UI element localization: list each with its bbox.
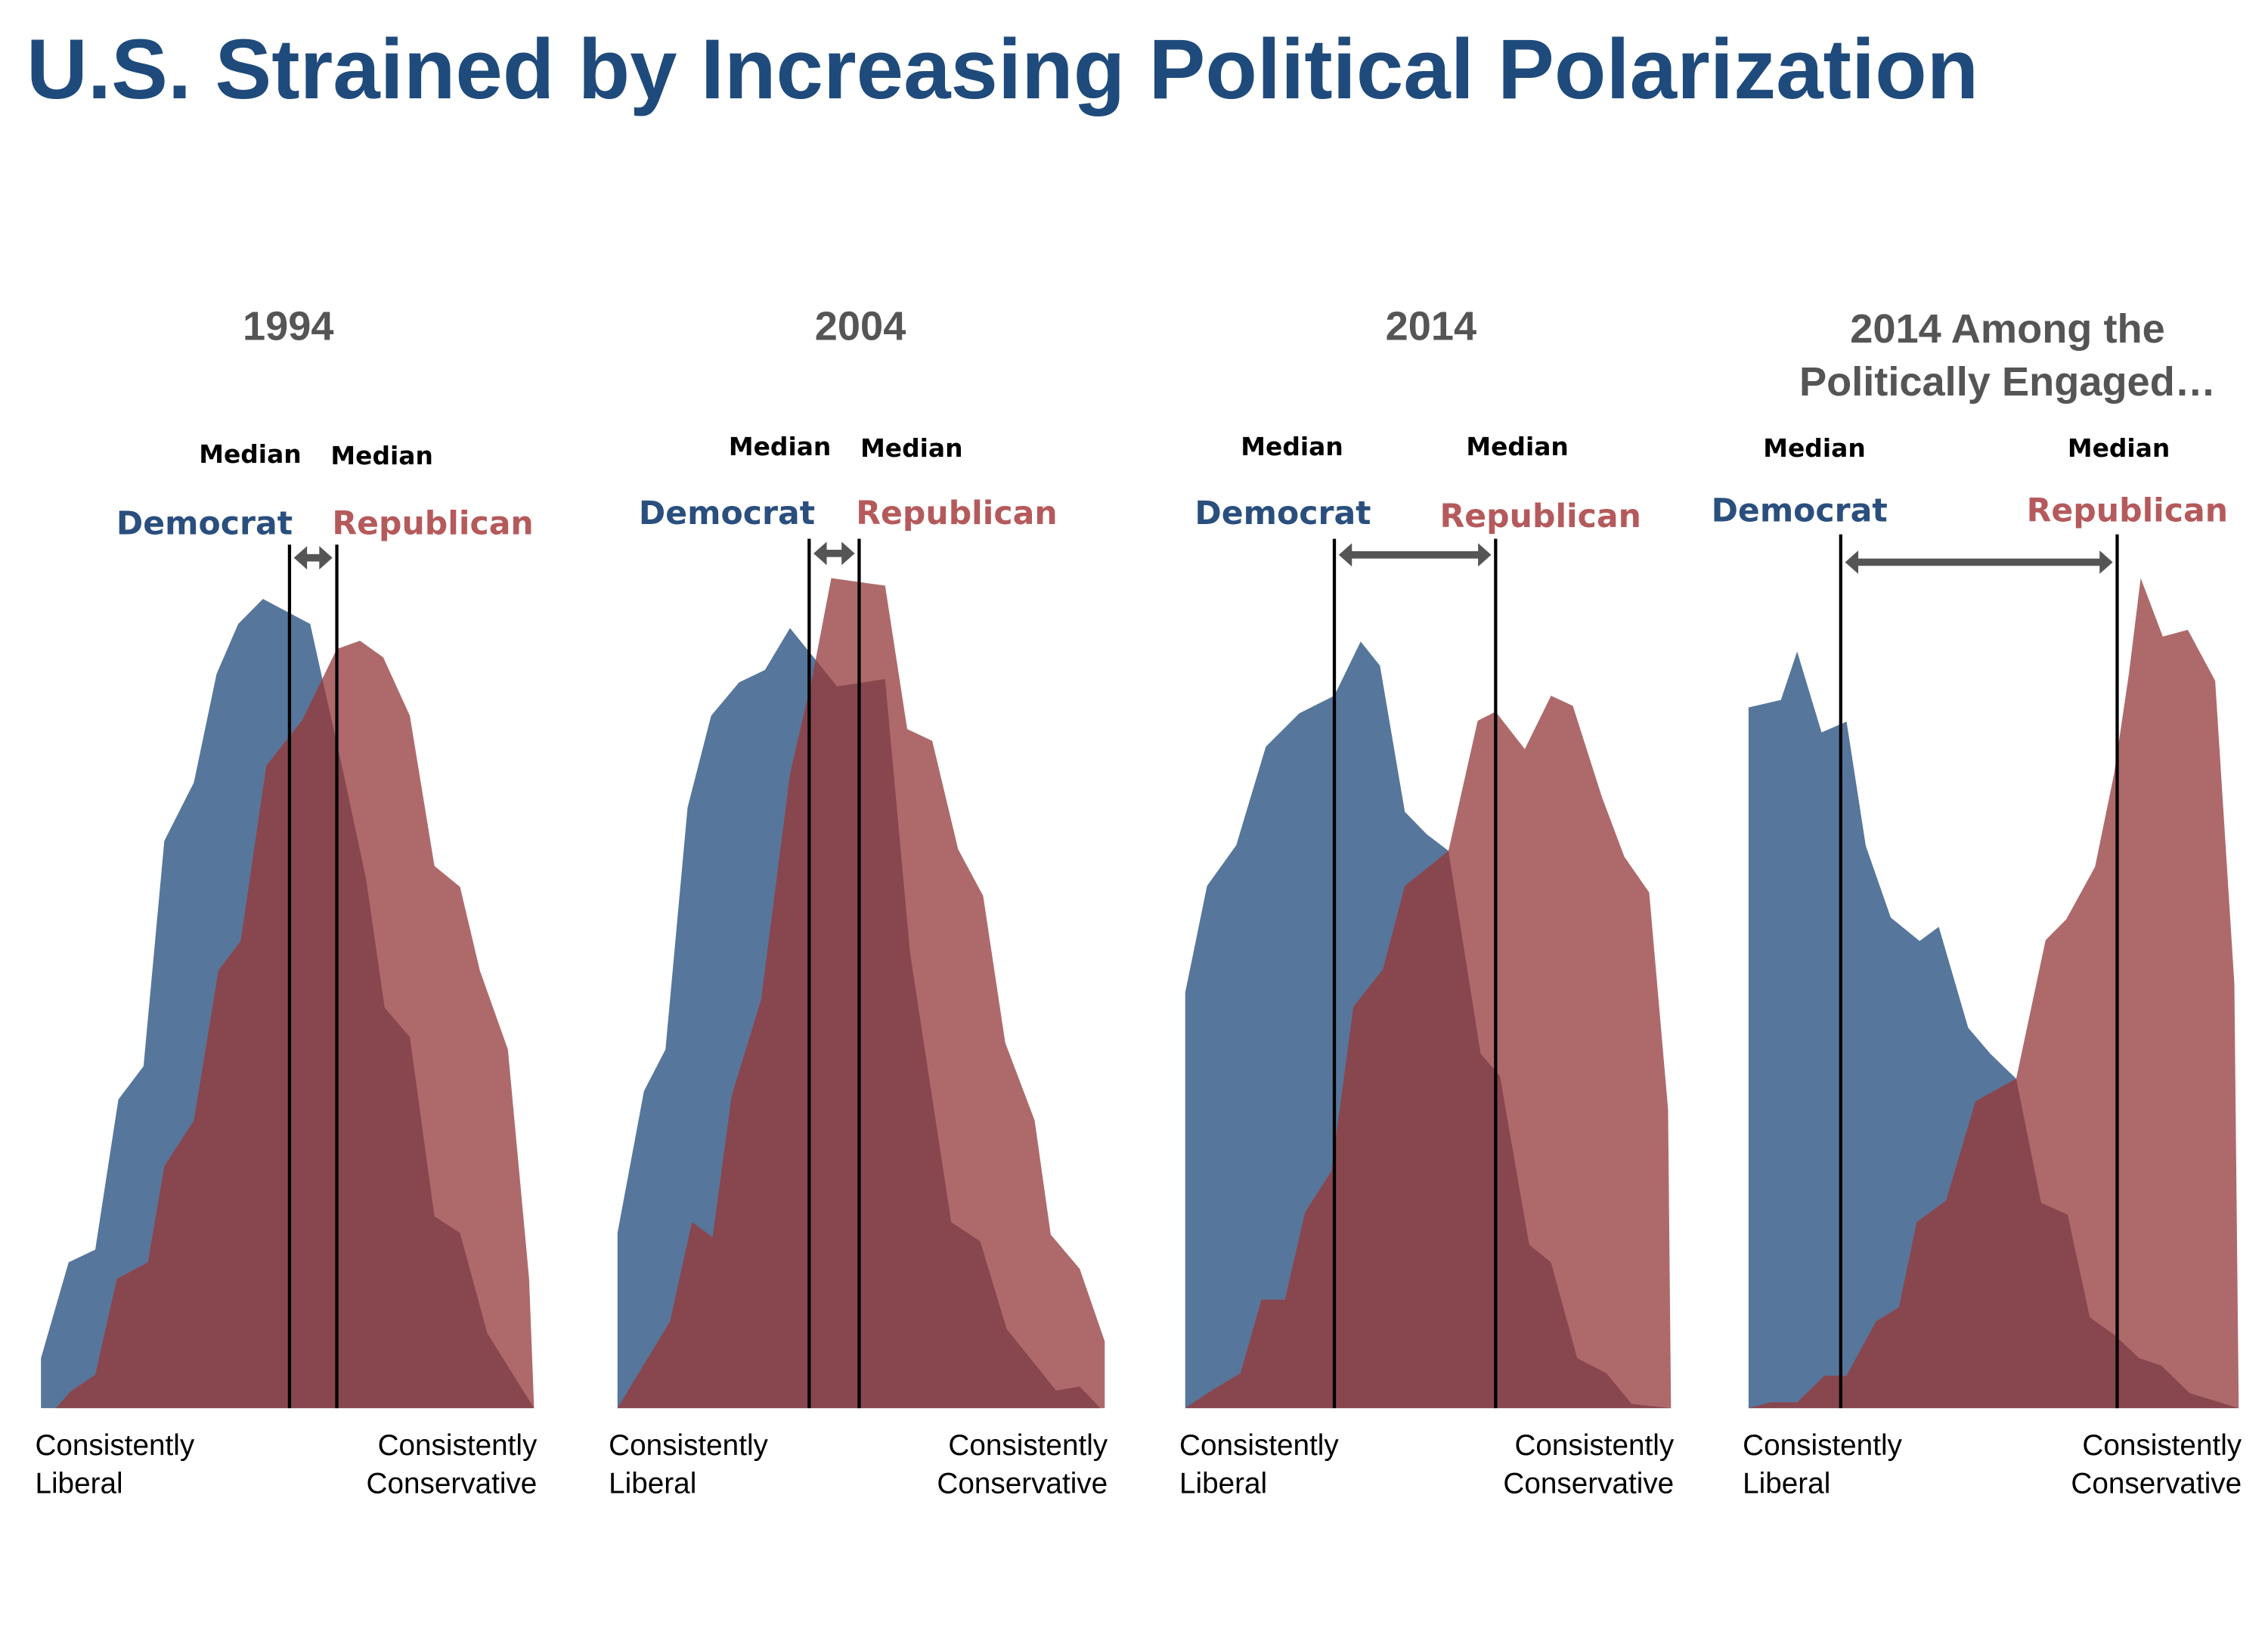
arrow-left-head (1845, 550, 1859, 574)
democrat-label: Democrat (1712, 492, 1888, 529)
axis-right-label: Conservative (937, 1467, 1108, 1500)
chart-title: U.S. Strained by Increasing Political Po… (26, 21, 1978, 116)
arrow-left-head (293, 546, 308, 570)
democrat-label: Democrat (639, 495, 815, 532)
republican-label: Republican (2027, 492, 2228, 529)
axis-right-label: Conservative (367, 1467, 538, 1500)
median-label: Median (1466, 432, 1568, 461)
axis-left-label: Liberal (609, 1467, 696, 1500)
axis-right-label: Conservative (1503, 1467, 1674, 1500)
democrat-label: Democrat (116, 505, 293, 543)
panel-title: 2014 Among the (1850, 306, 2165, 352)
republican-label: Republican (856, 495, 1057, 532)
arrow-right-head (841, 541, 855, 566)
axis-right-label: Consistently (948, 1429, 1108, 1462)
median-gap-arrow (1845, 550, 2113, 574)
median-label: Median (330, 441, 432, 470)
arrow-right-head (2099, 550, 2113, 574)
arrow-left-head (1338, 543, 1352, 567)
median-label: Median (860, 433, 962, 463)
arrow-right-head (319, 546, 333, 570)
axis-right-label: Conservative (2071, 1467, 2242, 1500)
median-label: Median (1763, 433, 1865, 463)
republican-label: Republican (1440, 498, 1641, 535)
axis-left-label: Liberal (35, 1467, 122, 1500)
panel-2: 2014 Median Median Democrat Republican Consis… (1179, 303, 1675, 1500)
median-label: Median (729, 432, 831, 461)
panel-title: 2014 (1386, 303, 1477, 349)
median-gap-arrow (813, 541, 855, 566)
panel-title: Politically Engaged… (1799, 359, 2216, 405)
panel-0: 1994 Median Median Democrat Republican Consis… (35, 303, 538, 1500)
axis-left-label: Consistently (609, 1429, 768, 1462)
axis-left-label: Consistently (1743, 1429, 1902, 1462)
axis-left-label: Liberal (1743, 1467, 1830, 1500)
panel-1: 2004 Median Median Democrat Republican Consis… (609, 303, 1108, 1500)
democrat-label: Democrat (1194, 495, 1371, 532)
axis-right-label: Consistently (1514, 1429, 1674, 1462)
panel-3: 2014 Among the Politically Engaged… Median… (1712, 306, 2242, 1500)
median-gap-arrow (293, 546, 333, 570)
panel-title: 2004 (815, 303, 906, 349)
panel-title: 1994 (243, 303, 334, 349)
axis-left-label: Liberal (1179, 1467, 1267, 1500)
axis-right-label: Consistently (2082, 1429, 2242, 1462)
median-label: Median (1241, 432, 1343, 461)
median-label: Median (199, 439, 301, 469)
median-label: Median (2068, 433, 2170, 463)
median-gap-arrow (1338, 543, 1492, 567)
axis-right-label: Consistently (378, 1429, 538, 1462)
axis-left-label: Consistently (35, 1429, 194, 1462)
axis-left-label: Consistently (1179, 1429, 1339, 1462)
arrow-right-head (1478, 543, 1492, 567)
democrat-area (1748, 651, 2239, 1409)
republican-label: Republican (332, 505, 533, 543)
arrow-left-head (813, 541, 827, 566)
